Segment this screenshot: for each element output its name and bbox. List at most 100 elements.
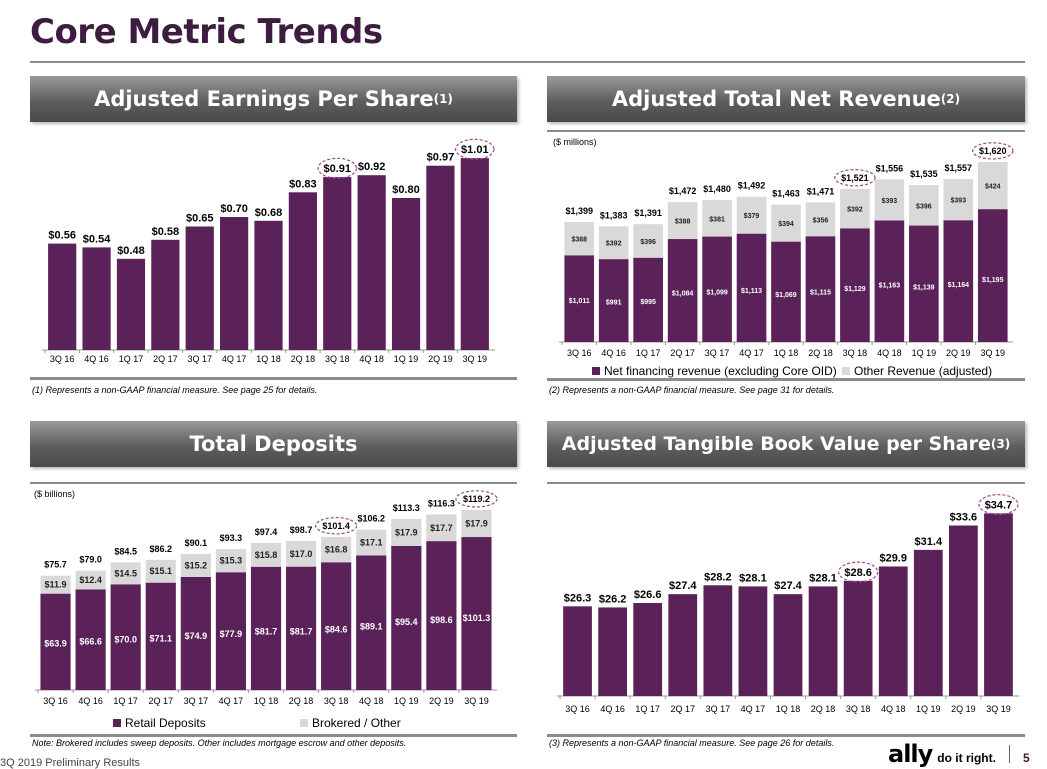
total-label: $0.70 — [220, 203, 248, 215]
bar-segment-secondary — [977, 161, 1008, 210]
x-tick-label: 3Q 17 — [184, 696, 209, 706]
legend-label: Net financing revenue (excluding Core OI… — [604, 364, 837, 378]
data-label-secondary: $393 — [882, 198, 898, 205]
total-label: $28.1 — [739, 572, 767, 584]
data-label-secondary: $17.0 — [290, 549, 313, 559]
logo-ally: ally — [888, 740, 933, 768]
total-label: $0.68 — [255, 207, 283, 219]
data-label-primary: $1,069 — [775, 292, 797, 299]
bar-segment-primary — [75, 589, 106, 690]
footer-text: 3Q 2019 Preliminary Results — [0, 757, 141, 769]
total-label: $0.56 — [48, 230, 76, 242]
bar-segment-secondary — [461, 510, 492, 538]
eps-footnote: (1) Represents a non-GAAP financial meas… — [32, 385, 318, 395]
legend-swatch — [592, 367, 600, 375]
total-label: $1,383 — [600, 210, 628, 220]
x-tick-label: 1Q 18 — [256, 354, 281, 364]
data-label-primary: $63.9 — [44, 639, 67, 649]
total-label: $1,463 — [772, 189, 800, 199]
deposits-banner: Total Deposits — [30, 421, 517, 467]
x-tick-label: 1Q 17 — [636, 348, 661, 358]
total-label: $0.83 — [289, 178, 317, 190]
x-tick-label: 2Q 18 — [291, 354, 316, 364]
revenue-top-divider — [547, 130, 1025, 132]
total-label: $0.80 — [392, 184, 420, 196]
revenue-sup: (2) — [940, 92, 961, 106]
eps-sup: (1) — [433, 92, 453, 106]
x-tick-label: 1Q 19 — [916, 704, 941, 714]
data-label-primary: $70.0 — [114, 634, 137, 644]
bar-segment-secondary — [180, 553, 211, 577]
data-label-primary: $98.6 — [430, 615, 453, 625]
x-tick-label: 1Q 17 — [635, 704, 660, 714]
deposits-legend-primary: Retail Deposits — [113, 716, 206, 730]
deposits-title: Total Deposits — [189, 432, 358, 456]
bar-segment-secondary — [633, 224, 663, 258]
x-tick-label: 3Q 16 — [565, 704, 590, 714]
data-label-secondary: $393 — [951, 198, 967, 205]
x-tick-label: 3Q 17 — [706, 704, 731, 714]
bar — [878, 566, 908, 696]
total-label: $1,535 — [910, 169, 938, 179]
bar-segment-secondary — [75, 570, 106, 590]
data-label-secondary: $394 — [778, 221, 794, 228]
x-tick-label: 4Q 16 — [600, 704, 625, 714]
data-label-primary: $1,139 — [913, 285, 935, 292]
x-tick-label: 1Q 18 — [774, 348, 799, 358]
x-tick-label: 4Q 16 — [84, 354, 109, 364]
bar-segment-secondary — [250, 542, 282, 567]
x-tick-label: 3Q 18 — [846, 704, 871, 714]
total-label: $0.54 — [83, 233, 111, 245]
total-label: $0.97 — [427, 152, 455, 164]
bar-segment-primary — [977, 209, 1008, 342]
data-label-secondary: $15.8 — [255, 550, 278, 560]
legend-label: Brokered / Other — [312, 716, 401, 730]
legend-swatch — [300, 719, 308, 727]
highlight-circle — [455, 138, 495, 160]
data-label-primary: $1,163 — [879, 282, 901, 289]
total-label: $1,620 — [979, 146, 1007, 156]
data-label-primary: $89.1 — [360, 621, 383, 631]
total-label: $84.5 — [114, 546, 137, 556]
bar-segment-primary — [356, 555, 387, 690]
eps-banner: Adjusted Earnings Per Share (1) — [30, 76, 517, 122]
data-label-secondary: $17.1 — [360, 538, 383, 548]
bar — [913, 549, 943, 696]
bar-segment-primary — [321, 562, 352, 690]
bar-segment-primary — [285, 566, 317, 690]
tbv-footnote: (3) Represents a non-GAAP financial meas… — [549, 738, 835, 748]
total-label: $28.6 — [844, 567, 872, 579]
bar — [151, 239, 180, 350]
bar — [254, 220, 283, 350]
highlight-circle — [317, 157, 358, 179]
total-label: $33.6 — [950, 512, 978, 524]
bar-segment-primary — [40, 593, 71, 690]
total-label: $75.7 — [44, 560, 67, 570]
bar — [426, 165, 455, 350]
x-tick-label: 1Q 19 — [912, 348, 937, 358]
bar-segment-primary — [667, 239, 698, 342]
data-label-secondary: $392 — [606, 241, 622, 248]
data-label-primary: $1,195 — [982, 277, 1004, 284]
data-label-primary: $1,113 — [741, 288, 762, 295]
x-tick-label: 4Q 16 — [601, 348, 626, 358]
total-label: $90.1 — [185, 538, 208, 548]
data-label-primary: $1,115 — [810, 289, 831, 296]
bar-segment-primary — [461, 537, 492, 690]
x-tick-label: 4Q 17 — [219, 696, 244, 706]
total-label: $0.91 — [324, 163, 352, 175]
bar-segment-primary — [909, 225, 939, 342]
data-label-secondary: $14.5 — [114, 568, 137, 578]
bar — [773, 594, 803, 696]
tbv-banner: Adjusted Tangible Book Value per Share (3… — [547, 421, 1025, 467]
bar-segment-primary — [598, 259, 629, 342]
x-tick-label: 3Q 19 — [464, 696, 489, 706]
deposits-legend-secondary: Brokered / Other — [300, 716, 401, 730]
total-label: $28.2 — [704, 571, 732, 583]
bar-segment-primary — [145, 582, 176, 690]
data-label-secondary: $15.2 — [185, 560, 208, 570]
total-label: $0.58 — [152, 226, 180, 238]
bar-segment-secondary — [943, 179, 974, 221]
bar-segment-primary — [180, 576, 211, 690]
bar-segment-secondary — [321, 536, 352, 563]
